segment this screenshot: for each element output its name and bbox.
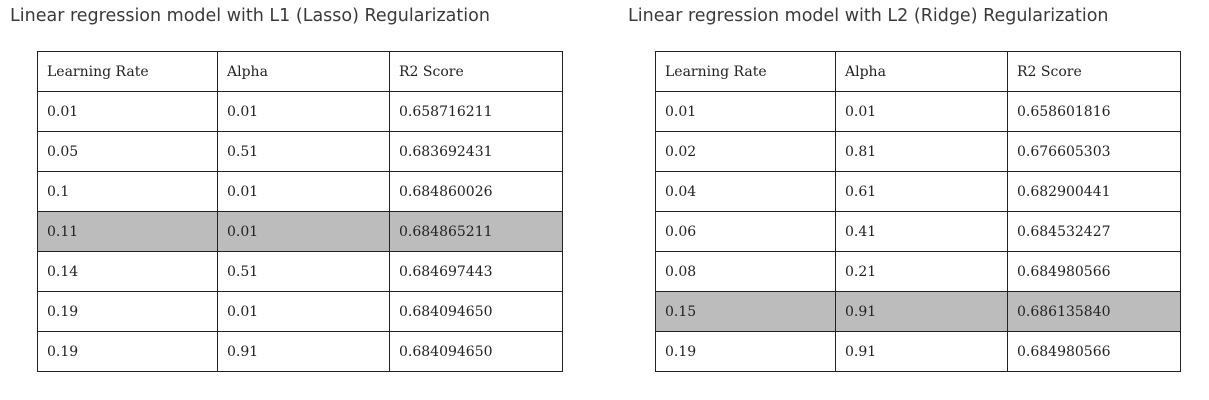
table-row: 0.01 0.01 0.658601816 [655, 91, 1181, 132]
table-row: 0.19 0.01 0.684094650 [37, 291, 563, 332]
table-row: 0.1 0.01 0.684860026 [37, 171, 563, 212]
cell-r2-score: 0.686135840 [1007, 291, 1181, 332]
table-row: 0.08 0.21 0.684980566 [655, 251, 1181, 292]
cell-alpha: 0.51 [217, 251, 390, 292]
cell-alpha: 0.21 [835, 251, 1008, 292]
cell-alpha: 0.81 [835, 131, 1008, 172]
ridge-title: Linear regression model with L2 (Ridge) … [628, 6, 1109, 26]
cell-learning-rate: 0.06 [655, 211, 836, 252]
cell-r2-score: 0.676605303 [1007, 131, 1181, 172]
cell-r2-score: 0.684532427 [1007, 211, 1181, 252]
table-row: 0.06 0.41 0.684532427 [655, 211, 1181, 252]
header-alpha: Alpha [835, 51, 1008, 92]
cell-r2-score: 0.682900441 [1007, 171, 1181, 212]
cell-learning-rate: 0.19 [655, 331, 836, 372]
ridge-results-table: Learning Rate Alpha R2 Score 0.01 0.01 0.6… [655, 51, 1181, 372]
cell-alpha: 0.01 [217, 291, 390, 332]
cell-r2-score: 0.684980566 [1007, 331, 1181, 372]
cell-alpha: 0.01 [835, 91, 1008, 132]
cell-r2-score: 0.684094650 [389, 291, 563, 332]
cell-r2-score: 0.683692431 [389, 131, 563, 172]
cell-r2-score: 0.658716211 [389, 91, 563, 132]
table-row: 0.04 0.61 0.682900441 [655, 171, 1181, 212]
table-row: 0.19 0.91 0.684980566 [655, 331, 1181, 372]
header-r2-score: R2 Score [389, 51, 563, 92]
cell-learning-rate: 0.19 [37, 291, 218, 332]
highlighted-table-row: 0.11 0.01 0.684865211 [37, 211, 563, 252]
cell-learning-rate: 0.05 [37, 131, 218, 172]
table-row: 0.14 0.51 0.684697443 [37, 251, 563, 292]
cell-learning-rate: 0.01 [655, 91, 836, 132]
cell-alpha: 0.91 [835, 331, 1008, 372]
cell-alpha: 0.51 [217, 131, 390, 172]
table-row: 0.19 0.91 0.684094650 [37, 331, 563, 372]
cell-learning-rate: 0.14 [37, 251, 218, 292]
header-alpha: Alpha [217, 51, 390, 92]
cell-r2-score: 0.684980566 [1007, 251, 1181, 292]
cell-r2-score: 0.684094650 [389, 331, 563, 372]
cell-learning-rate: 0.11 [37, 211, 218, 252]
cell-r2-score: 0.684860026 [389, 171, 563, 212]
cell-r2-score: 0.684697443 [389, 251, 563, 292]
table-row: 0.01 0.01 0.658716211 [37, 91, 563, 132]
cell-learning-rate: 0.19 [37, 331, 218, 372]
cell-alpha: 0.01 [217, 171, 390, 212]
cell-r2-score: 0.684865211 [389, 211, 563, 252]
header-r2-score: R2 Score [1007, 51, 1181, 92]
lasso-results-table: Learning Rate Alpha R2 Score 0.01 0.01 0.6… [37, 51, 563, 372]
highlighted-table-row: 0.15 0.91 0.686135840 [655, 291, 1181, 332]
cell-learning-rate: 0.08 [655, 251, 836, 292]
lasso-title: Linear regression model with L1 (Lasso) … [10, 6, 490, 26]
cell-learning-rate: 0.15 [655, 291, 836, 332]
cell-learning-rate: 0.01 [37, 91, 218, 132]
header-learning-rate: Learning Rate [37, 51, 218, 92]
cell-alpha: 0.01 [217, 211, 390, 252]
table-header-row: Learning Rate Alpha R2 Score [655, 51, 1181, 92]
cell-learning-rate: 0.02 [655, 131, 836, 172]
cell-alpha: 0.91 [217, 331, 390, 372]
table-row: 0.02 0.81 0.676605303 [655, 131, 1181, 172]
cell-alpha: 0.61 [835, 171, 1008, 212]
table-row: 0.05 0.51 0.683692431 [37, 131, 563, 172]
cell-alpha: 0.41 [835, 211, 1008, 252]
cell-learning-rate: 0.1 [37, 171, 218, 212]
cell-r2-score: 0.658601816 [1007, 91, 1181, 132]
table-header-row: Learning Rate Alpha R2 Score [37, 51, 563, 92]
cell-alpha: 0.91 [835, 291, 1008, 332]
cell-learning-rate: 0.04 [655, 171, 836, 212]
cell-alpha: 0.01 [217, 91, 390, 132]
header-learning-rate: Learning Rate [655, 51, 836, 92]
